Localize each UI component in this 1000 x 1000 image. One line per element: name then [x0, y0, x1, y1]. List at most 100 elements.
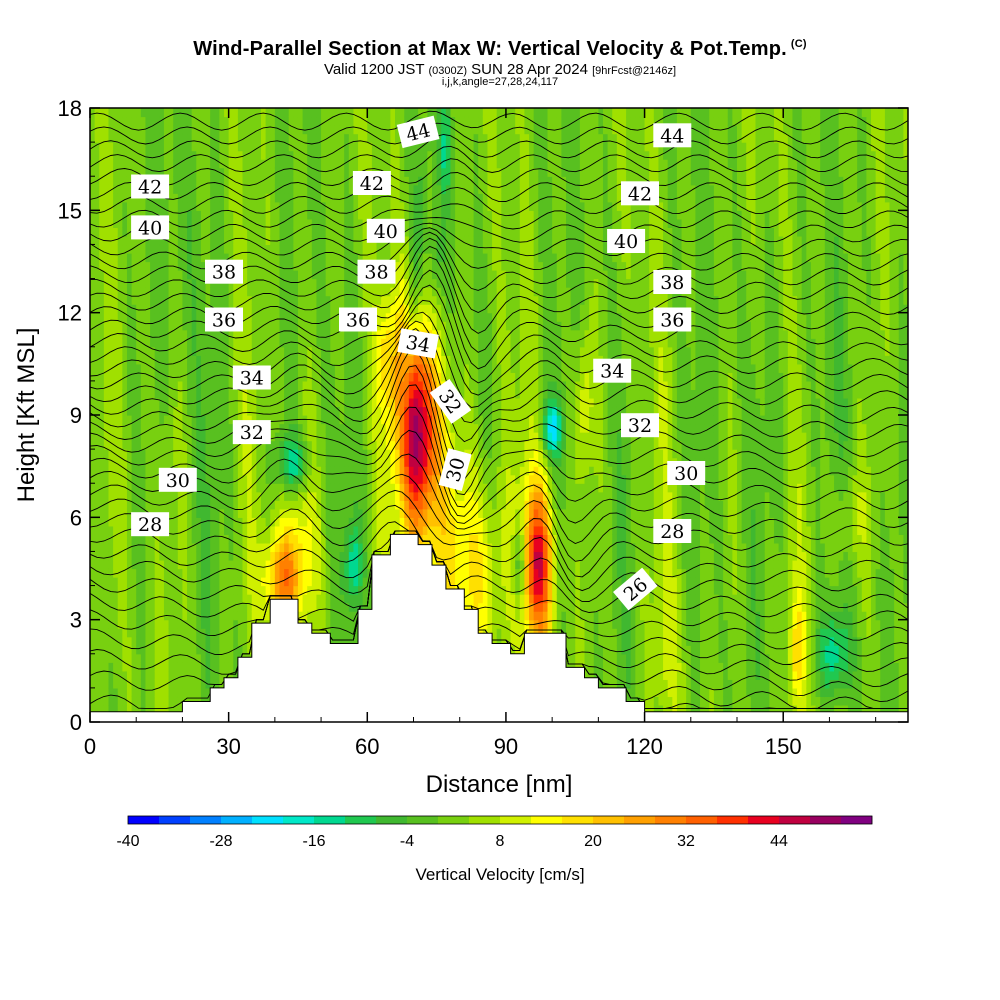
- w-cell: [348, 201, 355, 211]
- w-cell: [413, 210, 419, 220]
- w-cell: [108, 244, 114, 254]
- w-cell: [307, 594, 313, 604]
- w-cell: [140, 321, 147, 331]
- w-cell: [108, 389, 114, 399]
- w-cell: [265, 329, 271, 339]
- w-cell: [274, 542, 281, 553]
- w-cell: [334, 235, 341, 246]
- w-cell: [247, 500, 253, 510]
- w-cell: [145, 287, 151, 297]
- w-cell: [307, 457, 313, 467]
- w-cell: [418, 500, 424, 510]
- w-cell: [321, 406, 327, 416]
- w-cell: [214, 244, 220, 254]
- w-cell: [284, 355, 290, 365]
- w-cell: [205, 594, 211, 604]
- w-cell: [191, 551, 197, 561]
- w-cell: [418, 304, 424, 314]
- w-cell: [334, 380, 341, 391]
- w-cell: [90, 687, 96, 698]
- w-cell: [191, 346, 197, 356]
- w-cell: [136, 287, 142, 297]
- w-cell: [348, 116, 355, 126]
- w-cell: [270, 167, 276, 177]
- w-cell: [321, 321, 327, 331]
- w-cell: [103, 559, 110, 570]
- w-cell: [330, 474, 336, 484]
- w-cell: [274, 295, 281, 305]
- w-cell: [117, 261, 123, 271]
- w-cell: [214, 534, 220, 544]
- w-cell: [325, 491, 331, 501]
- w-cell: [284, 500, 290, 510]
- w-cell: [219, 133, 225, 143]
- w-cell: [145, 295, 151, 305]
- w-cell: [219, 329, 225, 339]
- w-cell: [154, 602, 160, 612]
- w-cell: [131, 449, 137, 459]
- w-cell: [205, 287, 211, 297]
- w-cell: [302, 312, 308, 322]
- w-cell: [404, 210, 410, 220]
- w-cell: [131, 636, 137, 646]
- w-cell: [126, 415, 133, 425]
- w-cell: [154, 679, 160, 689]
- w-cell: [316, 261, 322, 271]
- w-cell: [214, 559, 220, 570]
- w-cell: [260, 542, 267, 553]
- w-cell: [455, 423, 461, 433]
- w-cell: [321, 304, 327, 314]
- w-cell: [344, 440, 350, 450]
- w-cell: [145, 142, 151, 152]
- w-cell: [311, 568, 318, 578]
- w-cell: [441, 534, 447, 544]
- w-cell: [99, 355, 105, 365]
- w-cell: [274, 287, 281, 297]
- w-cell: [159, 125, 165, 135]
- w-cell: [94, 696, 100, 706]
- w-cell: [427, 270, 433, 280]
- w-cell: [431, 321, 438, 331]
- w-cell: [159, 329, 165, 339]
- w-cell: [325, 372, 331, 382]
- w-cell: [214, 491, 220, 501]
- w-cell: [145, 704, 151, 715]
- w-cell: [136, 466, 142, 476]
- w-cell: [395, 406, 401, 416]
- w-cell: [330, 363, 336, 373]
- w-cell: [113, 261, 119, 271]
- w-cell: [293, 329, 299, 339]
- w-cell: [284, 559, 290, 570]
- w-cell: [311, 380, 318, 391]
- w-cell: [242, 508, 248, 518]
- w-cell: [173, 329, 179, 339]
- w-cell: [219, 108, 225, 118]
- w-cell: [219, 415, 225, 425]
- w-cell: [274, 227, 281, 237]
- w-cell: [381, 321, 387, 331]
- w-cell: [205, 653, 211, 663]
- w-cell: [376, 380, 382, 391]
- w-cell: [395, 500, 401, 510]
- w-cell: [288, 423, 294, 433]
- w-cell: [334, 150, 341, 160]
- w-cell: [302, 116, 308, 126]
- w-cell: [353, 491, 359, 501]
- w-cell: [196, 662, 202, 672]
- w-cell: [163, 304, 170, 314]
- w-cell: [362, 568, 368, 578]
- w-cell: [344, 125, 350, 135]
- w-cell: [302, 508, 308, 518]
- w-cell: [242, 142, 248, 152]
- w-cell: [381, 397, 387, 408]
- w-cell: [334, 193, 341, 203]
- w-cell: [381, 287, 387, 297]
- w-cell: [224, 423, 230, 433]
- w-cell: [233, 594, 239, 604]
- w-cell: [173, 500, 179, 510]
- w-cell: [205, 201, 211, 211]
- w-cell: [177, 636, 184, 646]
- w-cell: [445, 491, 452, 501]
- w-cell: [431, 227, 438, 237]
- w-cell: [441, 525, 447, 535]
